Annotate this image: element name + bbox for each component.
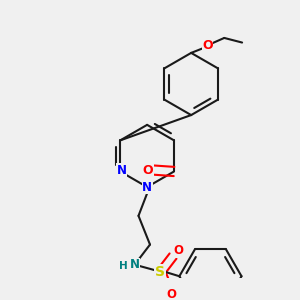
Text: O: O <box>202 39 213 52</box>
Text: N: N <box>142 181 152 194</box>
Text: H: H <box>119 261 128 271</box>
Text: O: O <box>173 244 183 257</box>
Text: N: N <box>117 164 127 176</box>
Text: S: S <box>155 265 165 279</box>
Text: O: O <box>167 288 177 300</box>
Text: N: N <box>130 258 140 271</box>
Text: O: O <box>143 164 154 176</box>
